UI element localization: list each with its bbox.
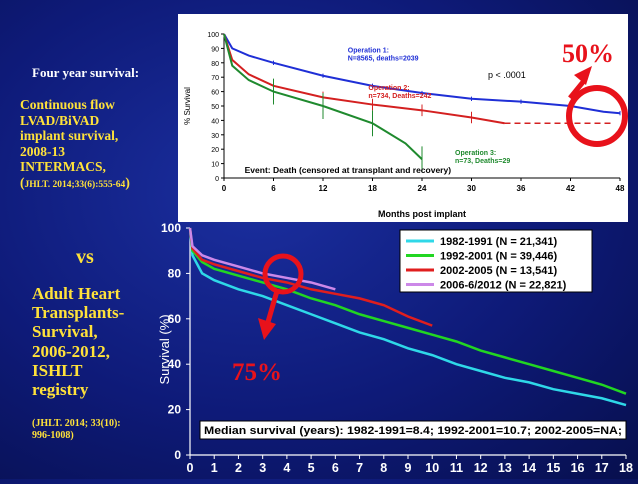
- y-tick-label: 60: [168, 312, 182, 326]
- legend-entry: 1982-1991 (N = 21,341): [440, 236, 557, 248]
- x-tick-label: 12: [319, 184, 328, 193]
- y-tick-label: 90: [211, 46, 219, 53]
- y-tick-label: 60: [211, 90, 219, 97]
- y-tick-label: 40: [168, 357, 182, 371]
- adult-line: Adult Heart: [32, 284, 121, 303]
- y-tick-label: 70: [211, 75, 219, 82]
- y-tick-label: 0: [174, 448, 181, 462]
- y-tick-label: 30: [211, 133, 219, 140]
- y-tick-label: 20: [168, 403, 182, 417]
- adult-line: registry: [32, 380, 89, 400]
- y-axis-label: Survival (%): [157, 314, 172, 384]
- x-tick-label: 18: [619, 461, 633, 475]
- ishlt-survival-chart: 0 20 40 60 80 100 0 1 2 3 4 5 6 7 8 9 10 11 12 13 14 15 16 17 18…: [150, 216, 638, 479]
- cf-ref-text: JHLT. 2014;33(6):555-64: [24, 179, 126, 190]
- cf-line: 2008-13: [20, 143, 65, 159]
- legend-entry: 2002-2005 (N = 13,541): [440, 265, 557, 277]
- x-tick-label: 5: [308, 461, 315, 475]
- adult-ref-line: (JHLT. 2014; 33(10):: [32, 418, 121, 429]
- series-line-3: [223, 33, 423, 161]
- series-line-3: [188, 227, 433, 327]
- x-tick-label: 6: [332, 461, 339, 475]
- cf-reference: (JHLT. 2014;33(6):555-64): [20, 175, 170, 191]
- adult-reference: (JHLT. 2014; 33(10): 996-1008): [32, 418, 162, 441]
- series-detail-label: n=73, Deaths=29: [455, 158, 510, 165]
- y-tick-label: 0: [215, 176, 219, 183]
- x-tick-label: 14: [522, 461, 536, 475]
- intermacs-survival-chart: 0 10 20 30 40 50 60 70 80 90 100 0 6 12 18 24 30 36 42 48 Mo…: [178, 14, 628, 222]
- x-tick-label: 42: [566, 184, 575, 193]
- adult-line: Transplants-: [32, 303, 125, 323]
- y-tick-label: 20: [211, 147, 219, 154]
- x-tick-label: 1: [211, 461, 218, 475]
- cf-ref-open: (: [20, 174, 25, 190]
- x-tick-label: 9: [405, 461, 412, 475]
- x-tick-label: 7: [356, 461, 363, 475]
- x-tick-label: 0: [187, 461, 194, 475]
- adult-line: Survival,: [32, 322, 98, 342]
- x-tick-label: 2: [235, 461, 242, 475]
- y-tick-label: 100: [161, 221, 181, 235]
- adult-heart-description: Adult Heart Transplants- Survival, 2006-…: [32, 284, 152, 399]
- series-line-1: [188, 227, 627, 407]
- x-tick-label: 15: [546, 461, 560, 475]
- four-year-survival-label: Four year survival:: [32, 65, 140, 80]
- legend-entry: 1992-2001 (N = 39,446): [440, 251, 557, 263]
- adult-ref-line: 996-1008): [32, 429, 74, 441]
- x-tick-label: 10: [425, 461, 439, 475]
- series-name-label: Operation 1:: [348, 48, 389, 55]
- intermacs-chart-svg: 0 10 20 30 40 50 60 70 80 90 100 0 6 12 18 24 30 36 42 48 Mo…: [183, 32, 625, 219]
- series-line-2: [188, 227, 627, 395]
- x-tick-label: 24: [418, 184, 427, 193]
- x-tick-label: 12: [474, 461, 488, 475]
- legend-entry: 2006-6/2012 (N = 22,821): [440, 280, 567, 292]
- adult-line: 2006-2012,: [32, 341, 110, 361]
- y-axis-label: % Survival: [183, 87, 192, 125]
- versus-label: vs: [76, 246, 94, 268]
- x-tick-label: 11: [450, 461, 463, 475]
- cf-line: implant survival,: [20, 128, 119, 144]
- x-tick-label: 4: [283, 461, 290, 475]
- cf-line: INTERMACS,: [20, 159, 106, 175]
- y-tick-label: 40: [211, 118, 219, 125]
- y-tick-label: 80: [168, 266, 182, 280]
- x-tick-label: 48: [616, 184, 625, 193]
- x-tick-label: 0: [222, 184, 227, 193]
- series-detail-label: n=734, Deaths=242: [368, 93, 431, 100]
- cf-ref-close: ): [125, 174, 130, 190]
- four-year-survival-heading: Four year survival:: [32, 65, 140, 81]
- x-tick-label: 13: [498, 461, 512, 475]
- x-axis-label: Months post implant: [378, 209, 466, 219]
- x-tick-label: 30: [467, 184, 476, 193]
- x-tick-label: 18: [368, 184, 377, 193]
- cf-line: Continuous flow: [20, 97, 115, 112]
- series-name-label: Operation 3:: [455, 150, 496, 157]
- series-detail-label: N=8565, deaths=2039: [348, 56, 419, 63]
- median-survival-box: [199, 420, 627, 440]
- x-tick-label: 17: [595, 461, 609, 475]
- x-tick-label: 36: [517, 184, 526, 193]
- series-name-label: Operation 2:: [368, 85, 409, 92]
- cf-line: LVAD/BiVAD: [20, 112, 100, 128]
- y-tick-label: 10: [211, 162, 219, 169]
- series-line-1: [223, 33, 621, 115]
- continuous-flow-description: Continuous flow LVAD/BiVAD implant survi…: [20, 97, 170, 191]
- event-label: Event: Death (censored at transplant and…: [245, 165, 452, 175]
- x-tick-label: 3: [259, 461, 266, 475]
- x-tick-label: 8: [380, 461, 387, 475]
- x-tick-label: 16: [571, 461, 585, 475]
- y-tick-label: 50: [211, 104, 219, 111]
- p-value-label: p < .0001: [488, 70, 526, 80]
- x-tick-label: 6: [271, 184, 276, 193]
- median-survival-text: Median survival (years): 1982-1991=8.4; …: [204, 425, 622, 437]
- y-tick-label: 100: [207, 32, 219, 39]
- adult-line: ISHLT: [32, 360, 83, 380]
- y-tick-label: 80: [211, 61, 219, 68]
